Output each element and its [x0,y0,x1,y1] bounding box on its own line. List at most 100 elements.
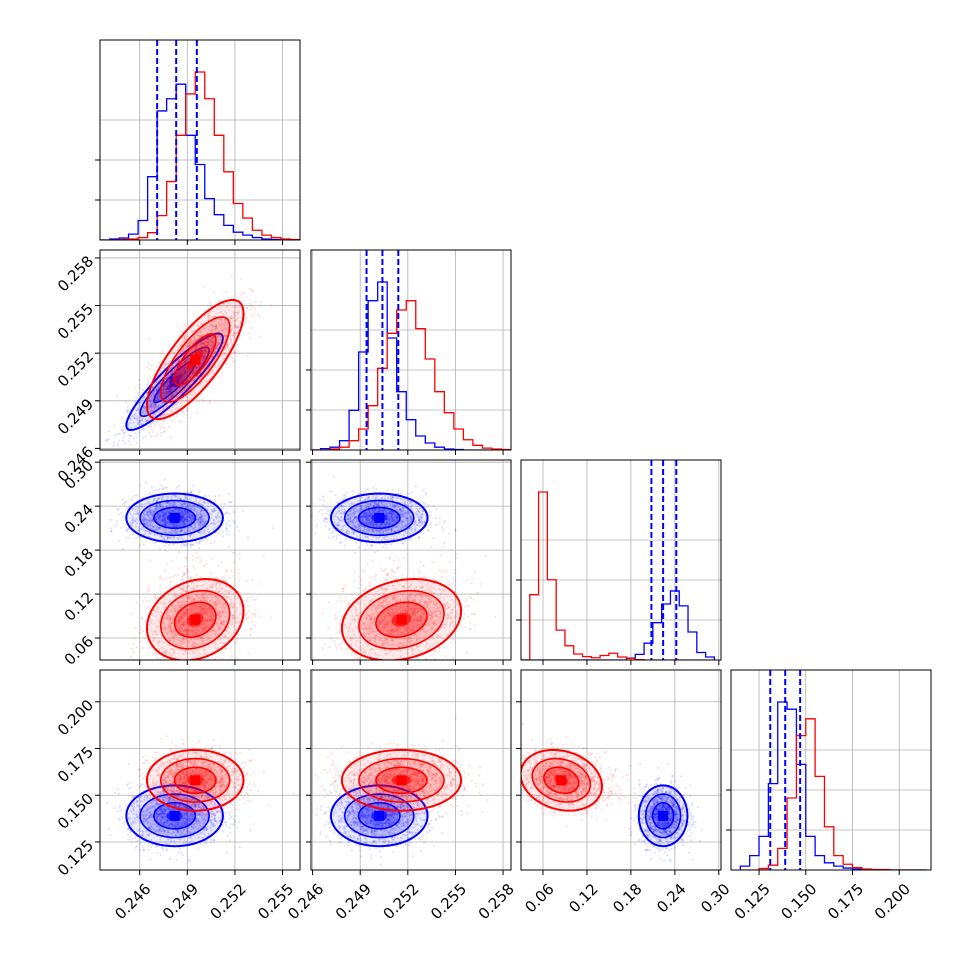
sample-point [158,385,161,388]
sample-point [188,375,191,379]
sample-point [158,395,161,399]
sample-point [210,345,214,348]
sample-point [165,390,168,393]
sample-point [174,388,177,392]
sample-point [168,407,171,410]
sample-point [136,416,139,420]
sample-point [248,321,252,324]
sample-point [191,371,194,374]
sample-point [172,392,176,395]
sample-point [228,576,231,579]
sample-point [180,379,183,383]
sample-point [154,414,157,417]
panel-content [731,670,931,870]
sample-point [206,368,209,371]
sample-point [155,380,159,384]
sample-point [217,342,220,346]
sample-point [169,435,173,439]
sample-point [201,359,204,363]
sample-point [182,371,185,375]
sample-point [191,665,193,667]
sample-point [157,392,160,395]
sample-point [150,398,153,401]
sample-point [181,389,184,392]
sample-point [150,418,154,422]
sample-point [196,333,199,336]
sample-point [211,345,214,348]
sample-point [127,434,130,437]
sample-point [165,391,168,394]
sample-point [207,339,210,342]
sample-point [181,368,184,371]
sample-point [225,305,228,308]
sample-point [229,331,233,335]
sample-point [197,365,201,368]
sample-point [151,386,154,389]
sample-point [184,365,187,368]
sample-point [183,366,186,369]
sample-point [224,512,227,515]
sample-point [184,386,187,390]
sample-point [191,372,195,376]
sample-point [135,441,138,445]
sample-point [203,351,206,354]
sample-point [240,278,243,281]
sample-point [210,357,213,360]
sample-point [132,533,135,536]
sample-point [182,376,185,379]
sample-point [259,335,262,338]
sample-point [146,381,149,384]
sample-point [245,317,248,320]
sample-point [254,308,257,311]
sample-point [203,349,206,352]
sample-point [209,303,212,306]
sample-point [270,615,273,619]
sample-point [182,366,185,369]
sample-point [166,391,169,394]
sample-point [127,409,130,412]
sample-point [210,335,213,338]
sample-point [246,536,250,539]
sample-point [182,412,185,415]
sample-point [141,411,144,414]
sample-point [185,371,188,374]
sample-point [208,399,211,402]
sample-point [154,399,157,402]
sample-point [155,389,158,392]
sample-point [182,380,185,383]
sample-point [194,369,197,373]
sample-point [176,390,179,393]
sample-point [207,343,211,346]
sample-point [179,380,183,383]
sample-point [203,367,206,370]
sample-point [155,387,158,390]
sample-point [183,371,187,375]
sample-point [206,336,210,340]
sample-point [220,502,223,506]
sample-point [195,371,198,374]
sample-point [135,415,138,418]
sample-point [183,368,187,371]
sample-point [137,420,140,424]
sample-point [156,386,159,389]
sample-point [158,397,161,400]
sample-point [138,419,141,423]
sample-point [121,498,124,501]
sample-point [186,357,189,360]
sample-point [186,355,189,359]
sample-point [154,402,157,406]
sample-point [195,365,198,368]
sample-point [183,365,187,368]
sample-point [141,388,144,392]
sample-point [139,416,142,419]
sample-point [176,385,179,388]
sample-point [199,382,202,386]
sample-point [135,409,138,412]
sample-point [244,318,247,321]
sample-point [148,399,151,403]
sample-point [159,657,162,660]
sample-point [192,484,195,487]
sample-point [149,400,152,404]
sample-point [182,368,185,371]
sample-point [235,637,239,640]
